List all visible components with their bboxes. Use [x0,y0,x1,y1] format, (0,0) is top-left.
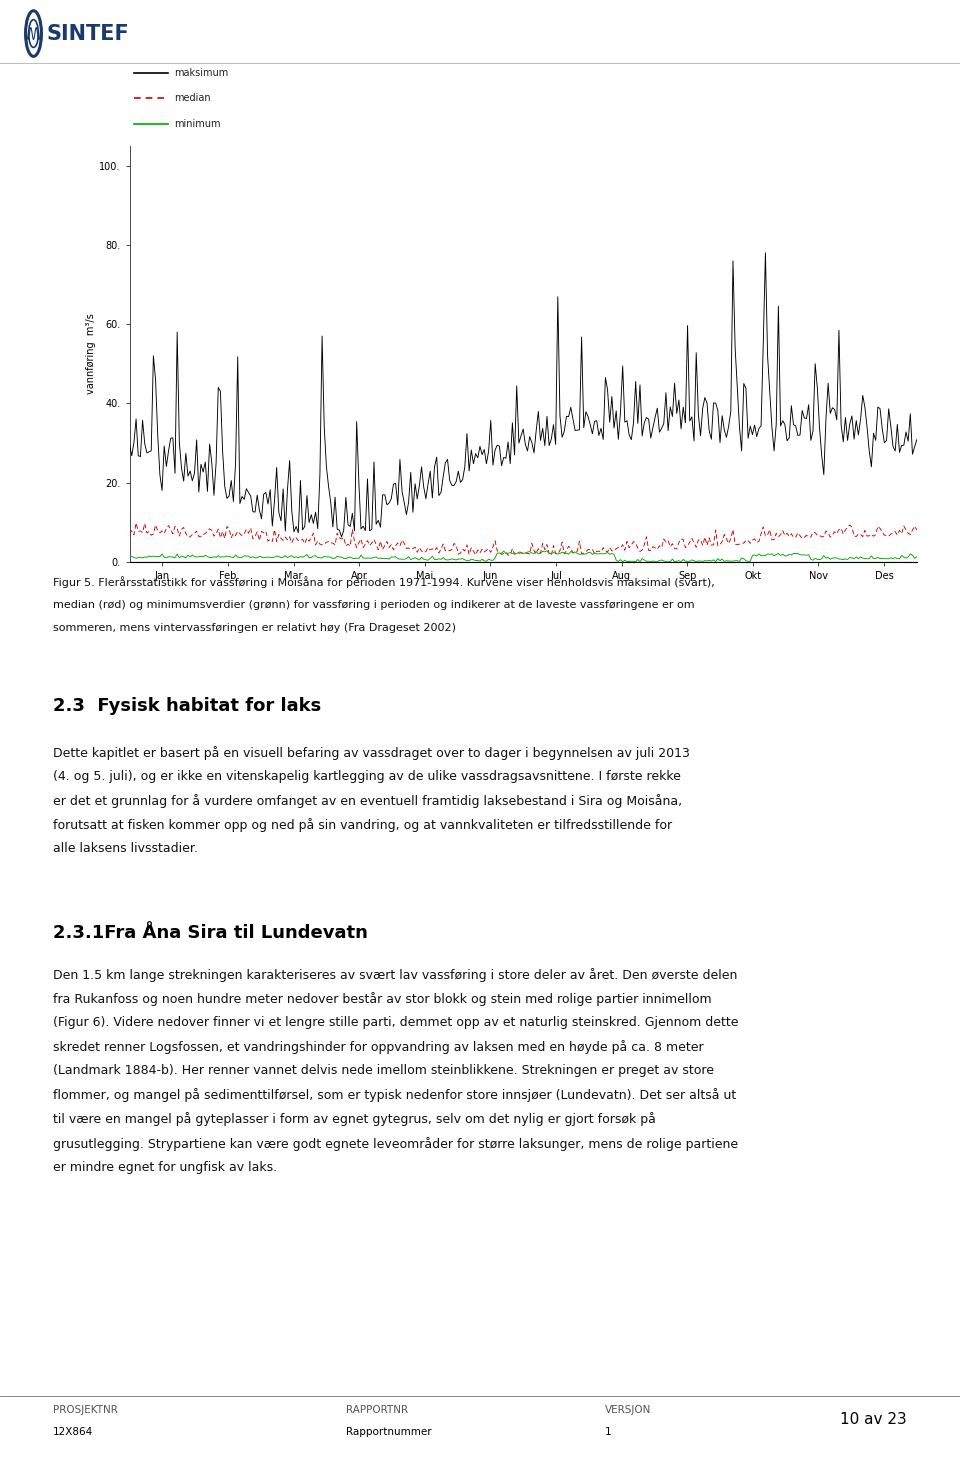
Text: median (rød) og minimumsverdier (grønn) for vassføring i perioden og indikerer a: median (rød) og minimumsverdier (grønn) … [53,600,694,610]
Text: (Figur 6). Videre nedover finner vi et lengre stille parti, demmet opp av et nat: (Figur 6). Videre nedover finner vi et l… [53,1017,738,1029]
Text: 2.3.1​Fra Åna Sira til Lundevatn: 2.3.1​Fra Åna Sira til Lundevatn [53,925,368,943]
Text: forutsatt at fisken kommer opp og ned på sin vandring, og at vannkvaliteten er t: forutsatt at fisken kommer opp og ned på… [53,817,672,832]
Text: fra Rukanfoss og noen hundre meter nedover består av stor blokk og stein med rol: fra Rukanfoss og noen hundre meter nedov… [53,992,711,1007]
Text: 1: 1 [605,1427,612,1437]
Text: PROSJEKTNR: PROSJEKTNR [53,1405,118,1415]
Text: grusutlegging. Strypartiene kan være godt egnete leveområder for større laksunge: grusutlegging. Strypartiene kan være god… [53,1137,738,1151]
Text: (Landmark 1884-b). Her renner vannet delvis nede imellom steinblikkene. Streknin: (Landmark 1884-b). Her renner vannet del… [53,1065,714,1077]
Text: SINTEF: SINTEF [46,23,130,44]
Text: alle laksens livsstadier.: alle laksens livsstadier. [53,842,198,855]
Text: (4. og 5. juli), og er ikke en vitenskapelig kartlegging av de ulike vassdragsav: (4. og 5. juli), og er ikke en vitenskap… [53,770,681,782]
Text: 2.3  Fysisk habitat for laks: 2.3 Fysisk habitat for laks [53,697,321,715]
Text: VERSJON: VERSJON [605,1405,651,1415]
Text: Figur 5. Flerårsstatistikk for vassføring i Moisåna for perioden 1971-1994. Kurv: Figur 5. Flerårsstatistikk for vassførin… [53,576,714,588]
Text: RAPPORTNR: RAPPORTNR [346,1405,408,1415]
Text: er det et grunnlag for å vurdere omfanget av en eventuell framtidig laksebestand: er det et grunnlag for å vurdere omfange… [53,794,682,808]
Text: median: median [174,93,210,104]
Text: Dette kapitlet er basert på en visuell befaring av vassdraget over to dager i be: Dette kapitlet er basert på en visuell b… [53,746,689,760]
Text: skredet renner Logsfossen, et vandringshinder for oppvandring av laksen med en h: skredet renner Logsfossen, et vandringsh… [53,1040,704,1055]
Text: maksimum: maksimum [174,67,228,77]
Text: minimum: minimum [174,120,221,130]
Text: Rapportnummer: Rapportnummer [346,1427,431,1437]
Text: er mindre egnet for ungfisk av laks.: er mindre egnet for ungfisk av laks. [53,1161,276,1173]
Text: sommeren, mens vintervassføringen er relativt høy (Fra Drageset 2002): sommeren, mens vintervassføringen er rel… [53,623,456,633]
Text: 12X864: 12X864 [53,1427,93,1437]
Text: 10 av 23: 10 av 23 [840,1412,907,1427]
Y-axis label: vannføring  m³/s: vannføring m³/s [86,314,96,394]
Text: til være en mangel på gyteplasser i form av egnet gytegrus, selv om det nylig er: til være en mangel på gyteplasser i form… [53,1113,656,1126]
Text: Den 1.5 km lange strekningen karakteriseres av svært lav vassføring i store dele: Den 1.5 km lange strekningen karakterise… [53,969,737,982]
Text: flommer, og mangel på sedimenttilførsel, som er typisk nedenfor store innsjøer (: flommer, og mangel på sedimenttilførsel,… [53,1088,736,1103]
